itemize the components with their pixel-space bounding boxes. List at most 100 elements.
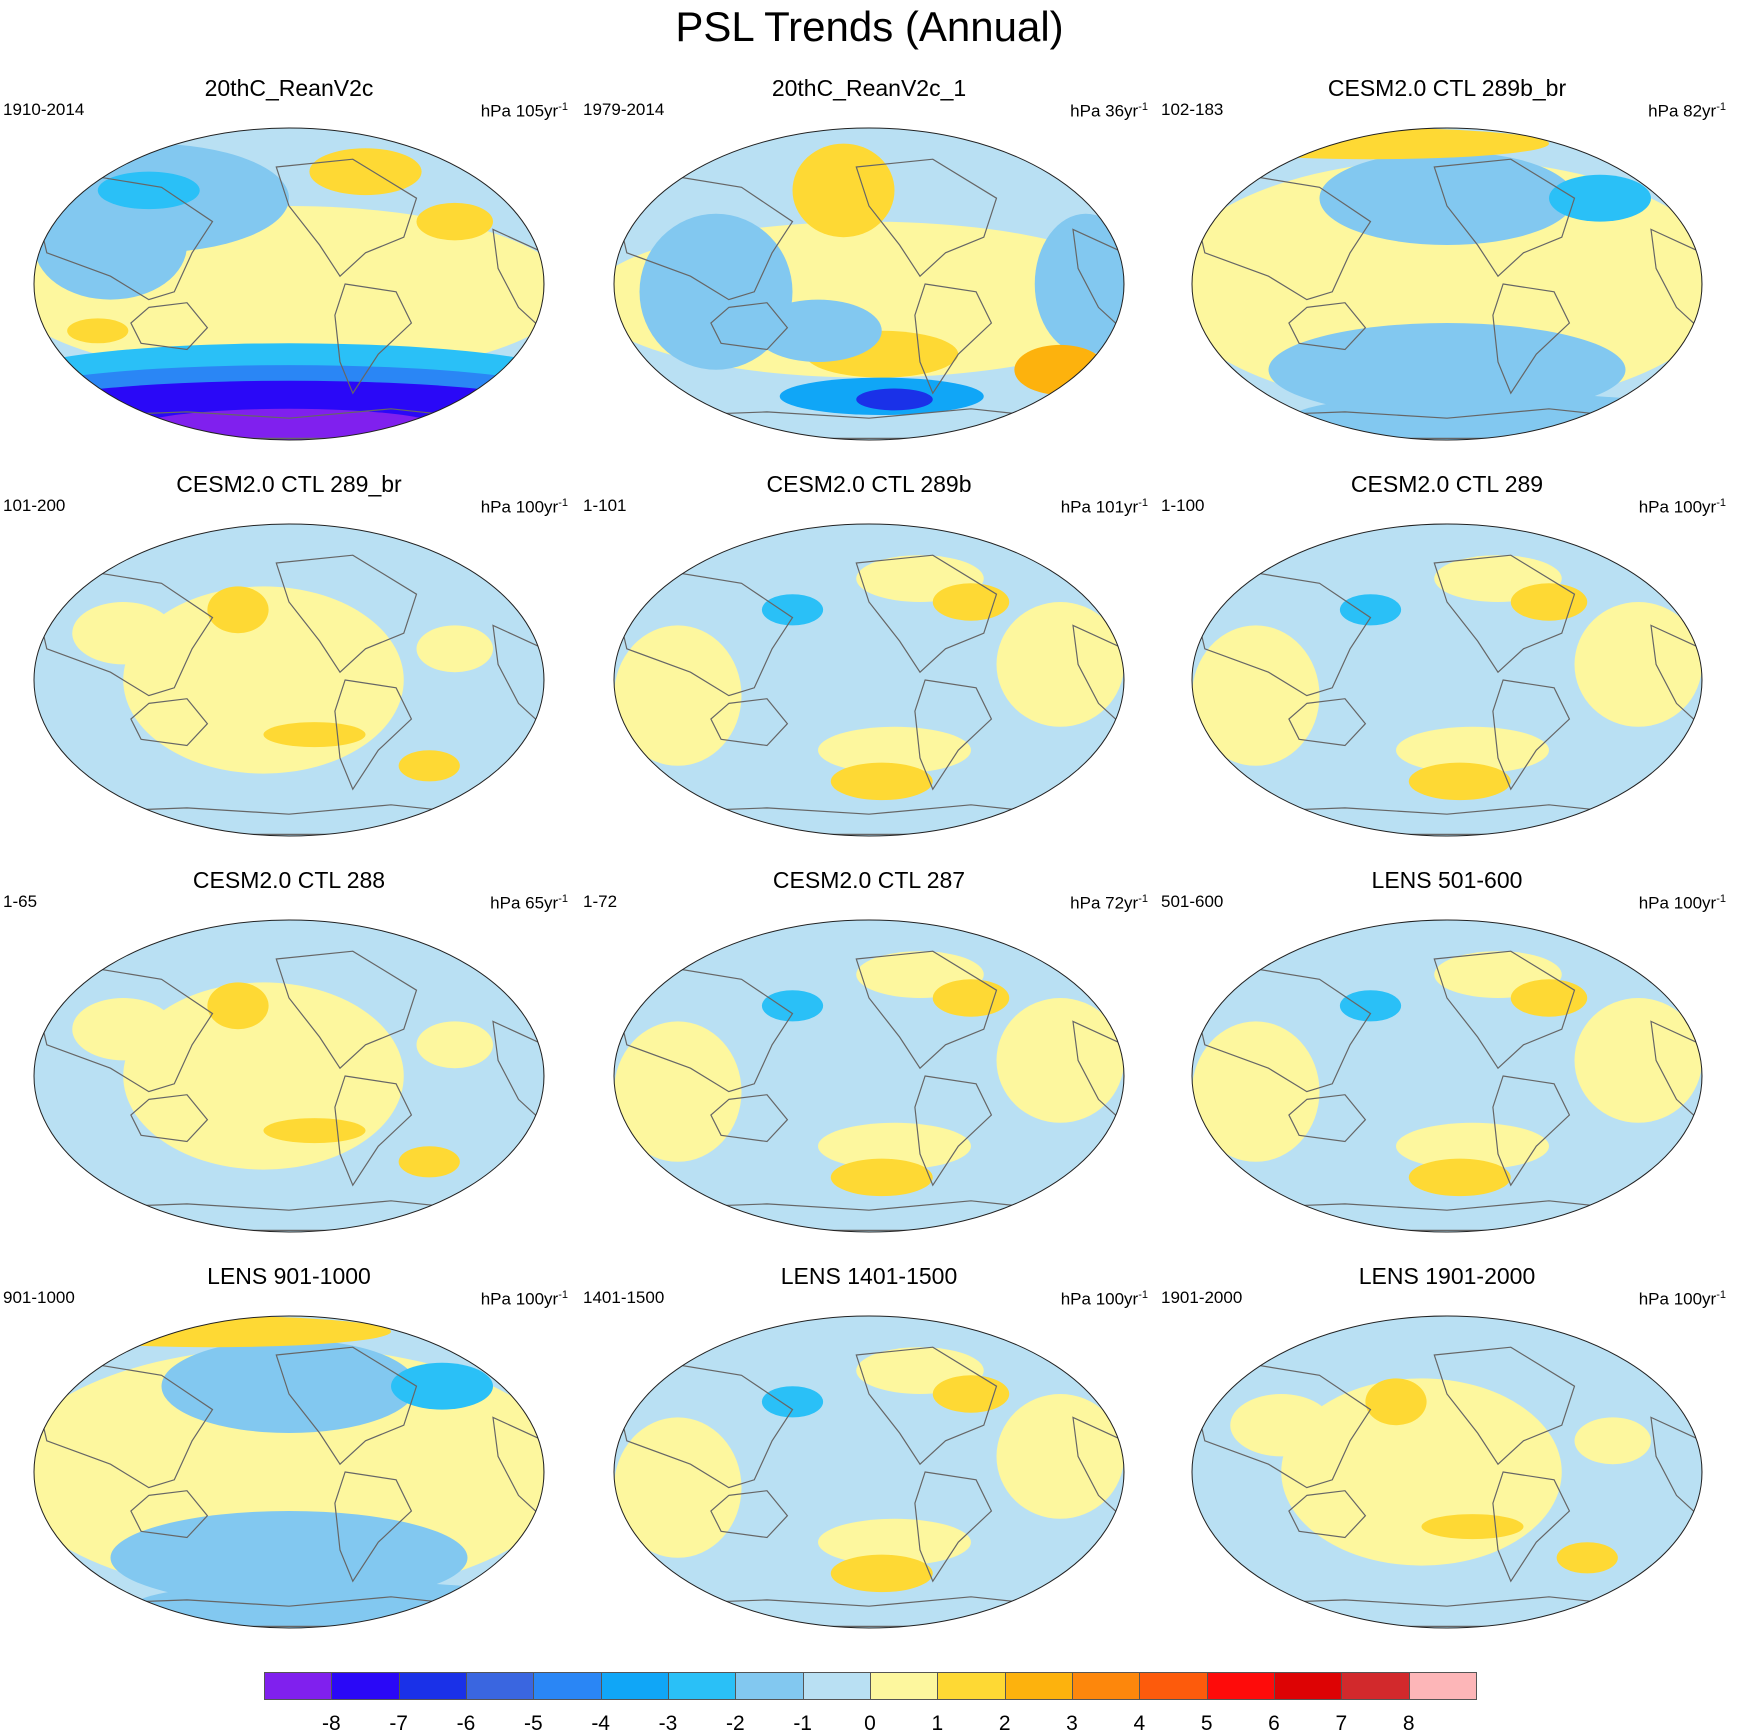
colorbar-swatch xyxy=(1274,1672,1343,1700)
panel-title: LENS 1901-2000 xyxy=(1358,1263,1536,1289)
robinson-map xyxy=(33,1315,545,1629)
colorbar-tick-label: -7 xyxy=(389,1712,408,1735)
panel-period: 901-1000 xyxy=(3,1288,75,1307)
panel-units: hPa 100yr-1 xyxy=(1639,1283,1726,1312)
coastline xyxy=(914,283,993,395)
panel-units: hPa 100yr-1 xyxy=(1639,887,1726,916)
coastline xyxy=(130,1094,209,1143)
coastline xyxy=(614,1362,794,1489)
contour-region xyxy=(263,1118,366,1144)
contour-region xyxy=(72,998,175,1061)
units-value: 100yr xyxy=(515,1289,559,1309)
coastline xyxy=(855,1346,998,1466)
contour-field xyxy=(614,128,1124,440)
panel-period: 102-183 xyxy=(1161,100,1224,119)
colorbar-swatch xyxy=(1072,1672,1141,1700)
units-value: 100yr xyxy=(515,497,559,517)
figure-title: PSL Trends (Annual) xyxy=(675,3,1064,50)
units-value: 36yr xyxy=(1105,101,1139,121)
contour-region xyxy=(1574,602,1702,727)
panel-units: hPa 72yr-1 xyxy=(1070,887,1148,916)
colorbar-swatch xyxy=(1206,1672,1275,1700)
map-panel-12: LENS 1901-2000 1901-2000 hPa 100yr-1 xyxy=(1158,1263,1736,1656)
units-exponent: -1 xyxy=(558,101,568,113)
coastline xyxy=(334,283,413,395)
map-boundary xyxy=(1191,1315,1703,1629)
panel-units: hPa 100yr-1 xyxy=(1061,1283,1148,1312)
coastline xyxy=(1288,1490,1367,1539)
colorbar-swatch xyxy=(1139,1672,1208,1700)
map-boundary xyxy=(613,1315,1125,1629)
contour-region xyxy=(761,990,824,1022)
coastline xyxy=(275,950,418,1070)
coastline xyxy=(1072,1416,1124,1521)
robinson-map xyxy=(33,523,545,837)
panel-title: CESM2.0 CTL 289b_br xyxy=(1327,75,1567,101)
units-exponent: -1 xyxy=(1716,497,1726,509)
panel-units: hPa 100yr-1 xyxy=(481,491,568,520)
units-value: 100yr xyxy=(1673,893,1717,913)
panel-period: 1-72 xyxy=(583,892,618,911)
units-prefix: hPa xyxy=(1638,893,1674,913)
colorbar-tick-label: 5 xyxy=(1200,1712,1213,1735)
coastline xyxy=(1072,228,1124,333)
contour-field xyxy=(34,524,544,836)
colorbar-swatch xyxy=(735,1672,804,1700)
coastline xyxy=(1492,1471,1571,1583)
units-exponent: -1 xyxy=(558,497,568,509)
coastline xyxy=(914,1075,993,1187)
colorbar-swatch xyxy=(331,1672,400,1700)
robinson-map xyxy=(613,523,1125,837)
contour-region xyxy=(932,1375,1010,1413)
panel-period: 1901-2000 xyxy=(1161,1288,1243,1307)
robinson-map xyxy=(613,919,1125,1233)
contour-region xyxy=(416,1021,493,1069)
coastline xyxy=(1288,698,1367,747)
coastline xyxy=(492,624,544,729)
units-value: 65yr xyxy=(525,893,559,913)
coastline xyxy=(1433,158,1576,278)
coastline xyxy=(1650,1416,1702,1521)
contour-region xyxy=(72,602,175,665)
map-panel-3: CESM2.0 CTL 289b_br 102-183 hPa 82yr-1 xyxy=(1158,75,1736,468)
map-boundary xyxy=(33,127,545,441)
coastline xyxy=(275,158,418,278)
units-prefix: hPa xyxy=(1638,1289,1674,1309)
panel-period: 1979-2014 xyxy=(583,100,665,119)
units-value: 72yr xyxy=(1105,893,1139,913)
contour-region xyxy=(818,1122,971,1170)
units-prefix: hPa xyxy=(480,101,516,121)
contour-region xyxy=(996,602,1124,727)
coastline xyxy=(1433,554,1576,674)
contour-field xyxy=(1192,920,1702,1232)
coastline xyxy=(275,554,418,674)
panel-title: 20thC_ReanV2c_1 xyxy=(771,75,967,101)
colorbar-tick-label: 4 xyxy=(1133,1712,1146,1735)
colorbar-tick-label: -3 xyxy=(658,1712,678,1735)
contour-region xyxy=(761,1386,824,1418)
contour-region xyxy=(136,1581,544,1628)
map-panel-1: 20thC_ReanV2c 1910-2014 hPa 105yr-1 xyxy=(0,75,578,468)
contour-region xyxy=(1192,128,1549,160)
coastline xyxy=(710,698,789,747)
coastline xyxy=(34,174,214,301)
contour-region xyxy=(1230,1394,1333,1457)
contour-region xyxy=(614,1417,742,1558)
contour-field xyxy=(1192,524,1702,836)
map-boundary xyxy=(33,919,545,1233)
coastline xyxy=(1072,1020,1124,1125)
robinson-map xyxy=(613,1315,1125,1629)
contour-region xyxy=(391,1362,493,1410)
robinson-map xyxy=(33,127,545,441)
robinson-map xyxy=(1191,919,1703,1233)
colorbar-swatch xyxy=(1408,1672,1477,1700)
map-panel-8: CESM2.0 CTL 287 1-72 hPa 72yr-1 xyxy=(580,867,1158,1260)
coastline xyxy=(1192,966,1372,1093)
map-panel-7: CESM2.0 CTL 288 1-65 hPa 65yr-1 xyxy=(0,867,578,1260)
coastline xyxy=(130,1490,209,1539)
colorbar-swatch xyxy=(937,1672,1006,1700)
map-panel-11: LENS 1401-1500 1401-1500 hPa 100yr-1 xyxy=(580,1263,1158,1656)
colorbar-tick-label: -5 xyxy=(523,1712,543,1735)
units-prefix: hPa xyxy=(480,1289,516,1309)
contour-region xyxy=(1510,583,1588,621)
